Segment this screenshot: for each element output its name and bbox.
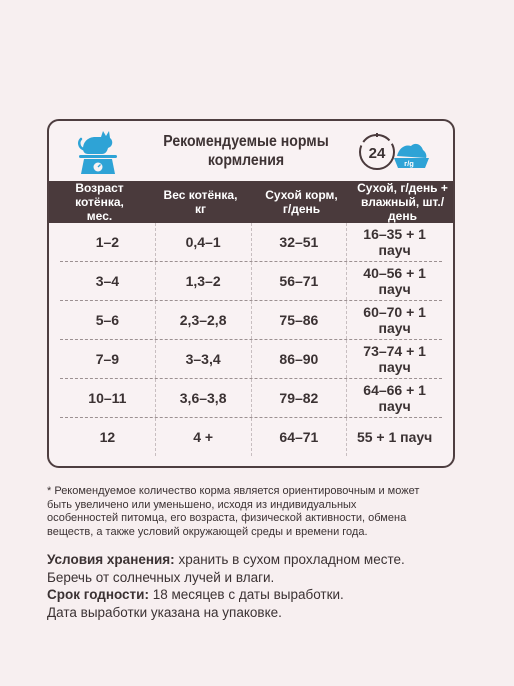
storage-label: Условия хранения: xyxy=(47,552,175,567)
cell-dry-and-wet: 40–56 + 1 пауч xyxy=(363,265,426,297)
cell-age: 7–9 xyxy=(60,340,156,378)
cell-dry-and-wet: 73–74 + 1 пауч xyxy=(363,343,426,375)
header-weight: Вес котёнка, кг xyxy=(163,188,238,216)
cell-weight: 3–3,4 xyxy=(156,340,252,378)
table-row: 3–4 1,3–2 56–71 40–56 + 1 пауч xyxy=(60,262,442,301)
title-line-2: кормления xyxy=(207,152,285,169)
cell-weight: 2,3–2,8 xyxy=(156,301,252,339)
table-row: 1–2 0,4–1 32–51 16–35 + 1 пауч xyxy=(60,223,442,262)
header-dry-and-wet: Сухой, г/день + влажный, шт./день xyxy=(357,181,448,223)
cell-dry-and-wet: 64–66 + 1 пауч xyxy=(363,382,426,414)
cell-dry-and-wet: 16–35 + 1 пауч xyxy=(363,226,426,258)
table-row: 12 4 + 64–71 55 + 1 пауч xyxy=(60,418,442,456)
cell-weight: 1,3–2 xyxy=(156,262,252,300)
storage-text-2: Беречь от солнечных лучей и влаги. xyxy=(47,569,275,585)
table-header: Возраст котёнка, мес. Вес котёнка, кг Су… xyxy=(49,181,453,223)
storage-info: Условия хранения: хранить в сухом прохла… xyxy=(47,551,467,621)
cell-dry-food: 64–71 xyxy=(252,418,348,456)
card-title: Рекомендуемые нормы кормления xyxy=(152,132,340,170)
table-body: 1–2 0,4–1 32–51 16–35 + 1 пауч 3–4 1,3–2… xyxy=(49,223,453,466)
badge-number: 24 xyxy=(369,145,386,162)
table-row: 10–11 3,6–3,8 79–82 64–66 + 1 пауч xyxy=(60,379,442,418)
cell-age: 1–2 xyxy=(60,223,156,261)
cell-dry-and-wet: 60–70 + 1 пауч xyxy=(363,304,426,336)
cell-dry-food: 75–86 xyxy=(252,301,348,339)
cell-age: 12 xyxy=(60,418,156,456)
shelf-life-line-1: Срок годности: 18 месяцев с даты выработ… xyxy=(47,586,467,604)
badge-unit: г/g xyxy=(404,159,414,168)
cell-dry-food: 79–82 xyxy=(252,379,348,417)
cell-weight: 0,4–1 xyxy=(156,223,252,261)
footnote: * Рекомендуемое количество корма являетс… xyxy=(47,485,420,538)
cell-age: 3–4 xyxy=(60,262,156,300)
shelf-life-text-1: 18 месяцев с даты выработки. xyxy=(148,587,344,602)
cell-weight: 4 + xyxy=(156,418,252,456)
title-line-1: Рекомендуемые нормы xyxy=(163,133,329,150)
cell-dry-and-wet: 55 + 1 пауч xyxy=(356,429,433,445)
header-age: Возраст котёнка, мес. xyxy=(75,181,124,223)
card-header: Рекомендуемые нормы кормления 24 г/g xyxy=(49,121,453,181)
storage-line-1: Условия хранения: хранить в сухом прохла… xyxy=(47,551,467,569)
feeding-table-card: Рекомендуемые нормы кормления 24 г/g Воз… xyxy=(47,119,455,468)
cell-age: 10–11 xyxy=(60,379,156,417)
header-dry-food: Сухой корм, г/день xyxy=(265,188,338,216)
cell-dry-food: 32–51 xyxy=(252,223,348,261)
table-row: 7–9 3–3,4 86–90 73–74 + 1 пауч xyxy=(60,340,442,379)
cell-weight: 3,6–3,8 xyxy=(156,379,252,417)
storage-text-1: хранить в сухом прохладном месте. xyxy=(174,552,405,567)
cat-on-scale-icon xyxy=(78,131,117,174)
cell-dry-food: 86–90 xyxy=(252,340,348,378)
table-row: 5–6 2,3–2,8 75–86 60–70 + 1 пауч xyxy=(60,301,442,340)
cell-dry-food: 56–71 xyxy=(252,262,348,300)
shelf-life-text-2: Дата выработки указана на упаковке. xyxy=(47,604,282,620)
shelf-life-label: Срок годности: xyxy=(47,587,149,602)
feeding-clock-bowl-icon: 24 г/g xyxy=(359,133,429,170)
cell-age: 5–6 xyxy=(60,301,156,339)
